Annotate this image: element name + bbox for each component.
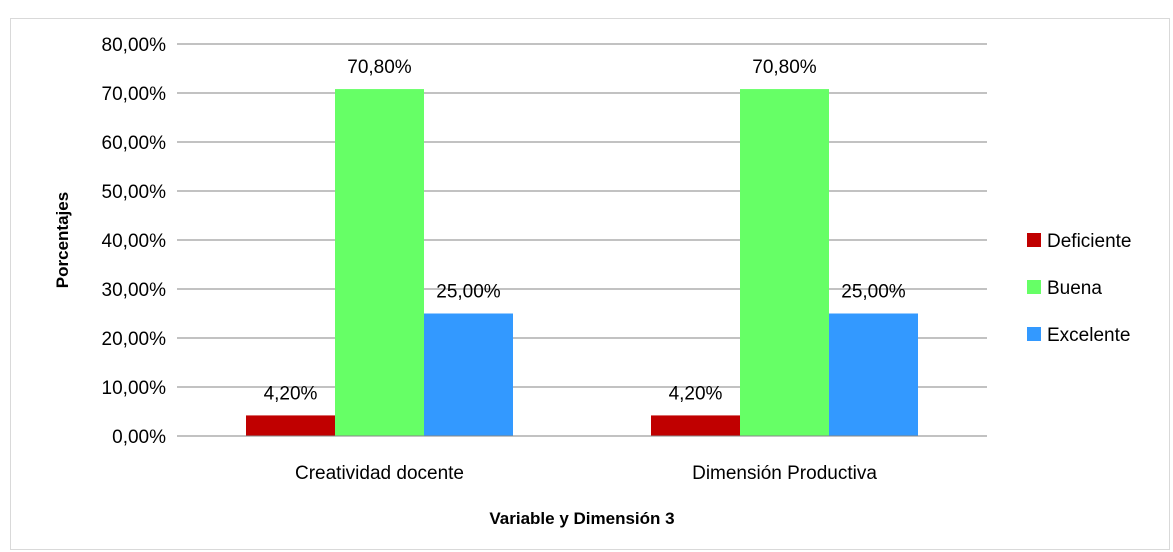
bar-deficiente — [651, 415, 740, 436]
y-axis-title: Porcentajes — [53, 192, 72, 288]
y-tick-label: 40,00% — [102, 231, 167, 252]
data-label: 25,00% — [436, 282, 501, 303]
y-tick-label: 0,00% — [112, 427, 166, 448]
x-axis-title: Variable y Dimensión 3 — [489, 509, 674, 528]
data-label: 25,00% — [841, 282, 906, 303]
chart-frame — [10, 18, 1170, 550]
legend-item: Buena — [1027, 278, 1102, 299]
legend: Deficiente Buena Excelente — [1027, 231, 1132, 346]
x-tick-label: Dimensión Productiva — [692, 463, 877, 484]
data-label: 70,80% — [752, 57, 817, 78]
y-tick-label: 50,00% — [102, 182, 167, 203]
bar-excelente — [829, 313, 918, 436]
y-tick-label: 30,00% — [102, 280, 167, 301]
y-tick-label: 60,00% — [102, 133, 167, 154]
bar-excelente — [424, 313, 513, 436]
y-tick-label: 20,00% — [102, 329, 167, 350]
bar-buena — [740, 89, 829, 436]
y-tick-label: 70,00% — [102, 84, 167, 105]
legend-swatch — [1027, 233, 1041, 247]
bar-buena — [335, 89, 424, 436]
legend-swatch — [1027, 327, 1041, 341]
bar-deficiente — [246, 415, 335, 436]
legend-item: Deficiente — [1027, 231, 1132, 252]
legend-swatch — [1027, 280, 1041, 294]
x-tick-labels: Creatividad docente Dimensión Productiva — [295, 463, 877, 484]
x-tick-label: Creatividad docente — [295, 463, 464, 484]
y-tick-labels: 0,00% 10,00% 20,00% 30,00% 40,00% 50,00% 60,00… — [102, 35, 167, 448]
y-tick-label: 10,00% — [102, 378, 167, 399]
legend-label: Deficiente — [1047, 231, 1132, 252]
y-tick-label: 80,00% — [102, 35, 167, 56]
bars — [246, 89, 918, 436]
data-label: 4,20% — [669, 383, 723, 404]
legend-label: Buena — [1047, 278, 1102, 299]
legend-item: Excelente — [1027, 325, 1130, 346]
data-label: 70,80% — [347, 57, 412, 78]
data-labels: 4,20% 70,80% 25,00% 4,20% 70,80% 25,00% — [264, 57, 906, 404]
legend-label: Excelente — [1047, 325, 1130, 346]
data-label: 4,20% — [264, 383, 318, 404]
